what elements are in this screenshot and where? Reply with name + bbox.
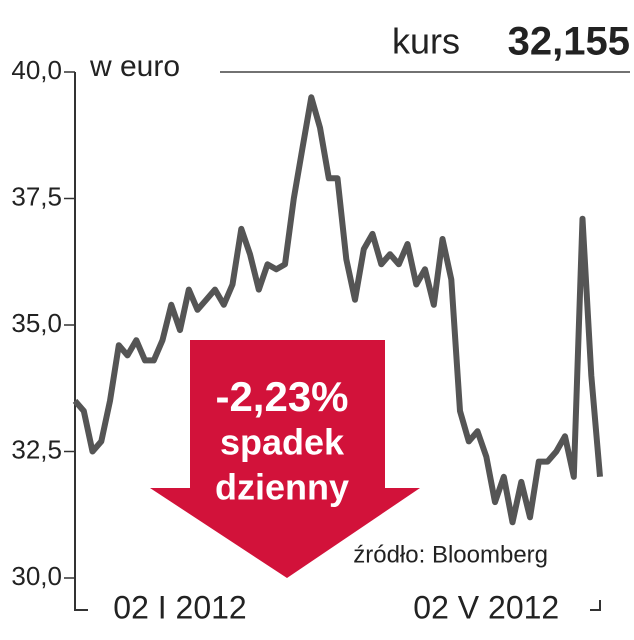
arrow-text: -2,23% <box>215 373 348 420</box>
y-axis-label: w euro <box>89 50 180 83</box>
arrow-text: dzienny <box>215 467 349 508</box>
x-tick-label: 02 V 2012 <box>413 589 559 625</box>
arrow-text: spadek <box>220 422 345 463</box>
y-tick-label: 32,5 <box>11 434 62 464</box>
y-tick-label: 30,0 <box>11 561 62 591</box>
source: źródło: Bloomberg <box>353 541 548 568</box>
price-line <box>72 94 603 526</box>
y-tick-label: 37,5 <box>11 181 62 211</box>
arrow <box>150 340 420 578</box>
chart-title: kurs <box>392 21 460 62</box>
title-value: 32,155 <box>508 20 630 64</box>
axis-frame <box>74 72 601 611</box>
x-tick-label: 02 I 2012 <box>113 589 246 625</box>
y-tick-label: 40,0 <box>11 55 62 85</box>
y-tick-label: 35,0 <box>11 308 62 338</box>
